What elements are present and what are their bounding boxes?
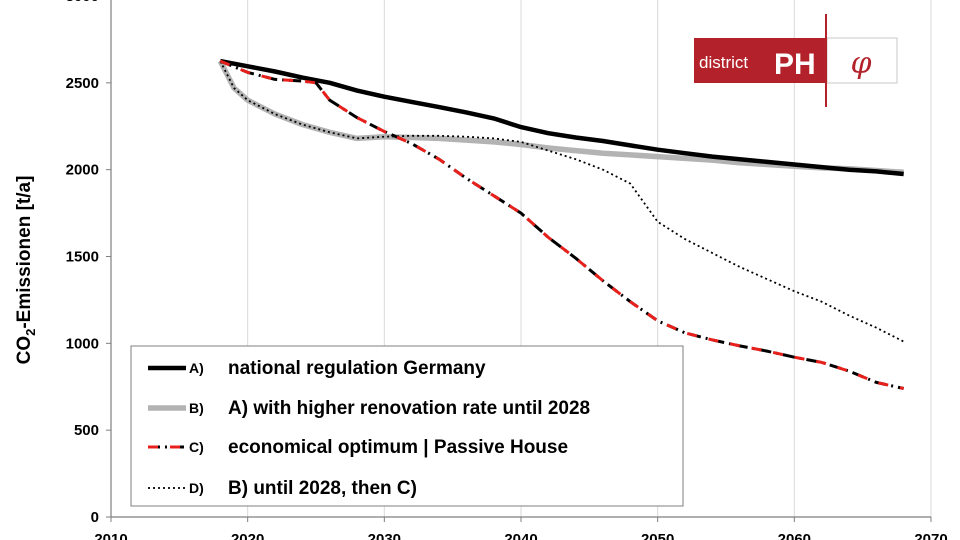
logo-red-block xyxy=(694,38,825,83)
series-lines xyxy=(217,58,905,390)
x-tick-label-2060: 2060 xyxy=(778,531,811,540)
x-tick-label-2070: 2070 xyxy=(914,531,947,540)
x-tick-label-2020: 2020 xyxy=(231,531,264,540)
x-axis-ticks: 2010 2020 2030 2040 2050 2060 2070 xyxy=(94,517,948,540)
logo-word-district: district xyxy=(699,53,748,72)
legend-key-b: B) xyxy=(189,400,204,416)
legend-key-a: A) xyxy=(189,360,204,376)
y-tick-label-0: 0 xyxy=(91,509,99,526)
x-tick-label-2050: 2050 xyxy=(641,531,674,540)
y-axis-ticks: 0 500 1000 1500 2000 2500 3000 xyxy=(66,0,111,526)
district-ph-logo: district PH φ xyxy=(694,14,898,107)
legend-key-c: C) xyxy=(189,439,204,455)
phi-symbol-icon: φ xyxy=(850,46,871,81)
y-axis-label: CO2-Emissionen [t/a] xyxy=(14,176,38,365)
x-tick-label-2040: 2040 xyxy=(504,531,537,540)
legend: A) national regulation Germany B) A) with h… xyxy=(130,345,684,507)
legend-label-b: A) with higher renovation rate until 202… xyxy=(228,398,590,419)
x-tick-label-2030: 2030 xyxy=(368,531,401,540)
series-line-c xyxy=(219,59,905,390)
y-tick-label-3000: 3000 xyxy=(66,0,99,5)
legend-label-c: economical optimum | Passive House xyxy=(228,437,568,458)
legend-box xyxy=(130,345,684,507)
y-tick-label-1000: 1000 xyxy=(66,335,99,352)
series-line-d xyxy=(219,60,905,343)
y-tick-label-500: 500 xyxy=(74,422,99,439)
legend-label-a: national regulation Germany xyxy=(228,358,486,379)
series-line-c-overlay xyxy=(219,59,905,390)
x-tick-label-2010: 2010 xyxy=(94,531,127,540)
y-tick-label-2000: 2000 xyxy=(66,162,99,179)
legend-label-d: B) until 2028, then C) xyxy=(228,478,417,499)
series-line-a xyxy=(219,58,904,177)
legend-key-d: D) xyxy=(189,480,204,496)
y-tick-label-2500: 2500 xyxy=(66,75,99,92)
logo-word-ph: PH xyxy=(774,48,816,81)
y-tick-label-1500: 1500 xyxy=(66,249,99,266)
